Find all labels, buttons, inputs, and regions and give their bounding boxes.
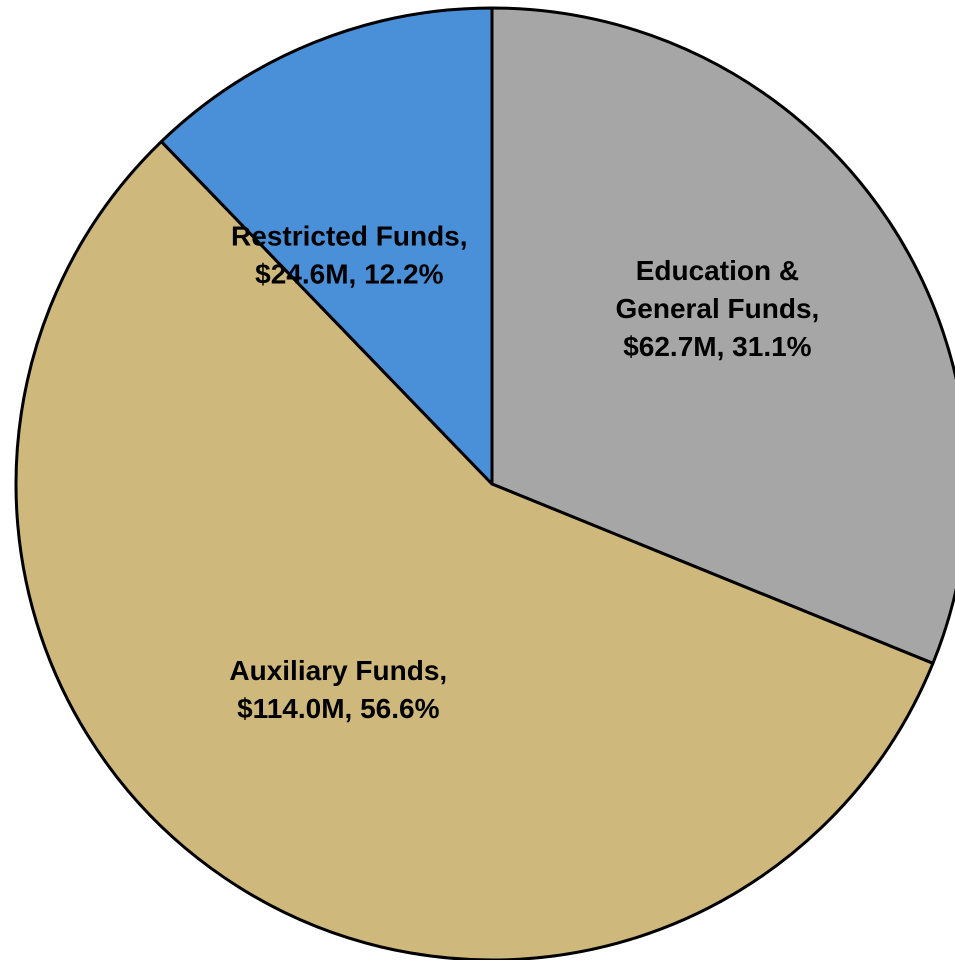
data-label-line: $24.6M, 12.2% [255, 259, 443, 290]
data-label-education-general-funds: Education & General Funds, $62.7M, 31.1% [615, 255, 819, 362]
pie-slice-auxiliary-funds [14, 140, 935, 960]
data-label-restricted-funds: Restricted Funds, $24.6M, 12.2% [231, 221, 467, 290]
pie-slice-education-general-funds [490, 6, 955, 665]
data-label-line: Auxiliary Funds, [229, 655, 447, 686]
pie-slice-restricted-funds [159, 6, 494, 486]
data-label-auxiliary-funds: Auxiliary Funds, $114.0M, 56.6% [229, 655, 447, 724]
labels-layer: Education & General Funds, $62.7M, 31.1% Au… [229, 221, 819, 725]
data-label-line: General Funds, [615, 293, 819, 324]
data-label-line: Education & [636, 255, 799, 286]
slices-layer [14, 6, 955, 960]
data-label-line: Restricted Funds, [231, 221, 467, 252]
data-label-line: $114.0M, 56.6% [237, 693, 439, 724]
data-label-line: $62.7M, 31.1% [623, 331, 811, 362]
